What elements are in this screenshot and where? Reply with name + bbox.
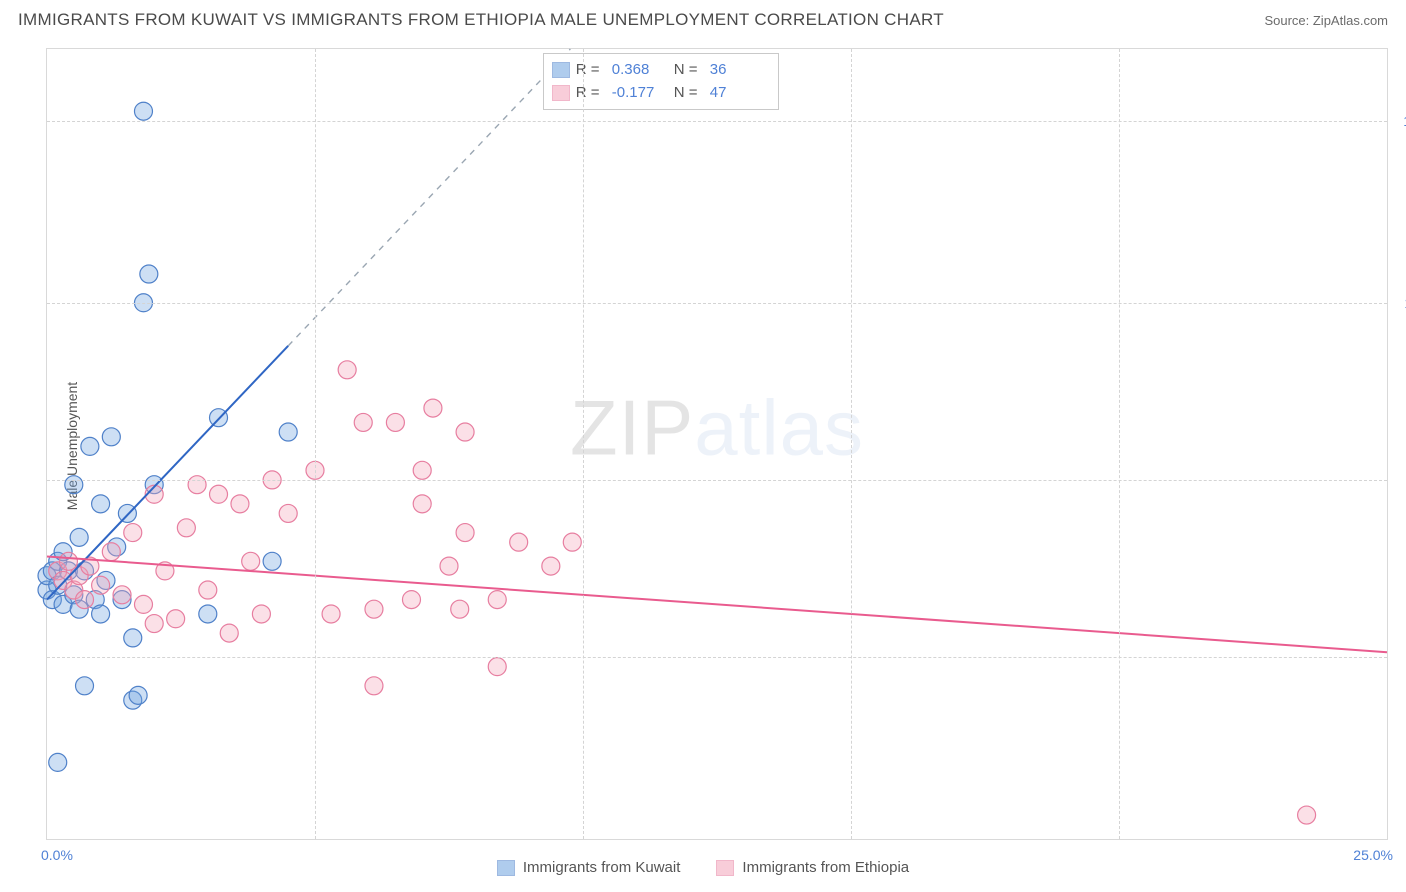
legend-item: Immigrants from Kuwait (497, 859, 681, 876)
chart-title: IMMIGRANTS FROM KUWAIT VS IMMIGRANTS FRO… (18, 10, 944, 30)
source-label: Source: ZipAtlas.com (1264, 13, 1388, 28)
legend-stats: R =0.368N =36R =-0.177N =47 (543, 53, 779, 110)
legend-item: Immigrants from Ethiopia (716, 859, 909, 876)
legend-series: Immigrants from Kuwait Immigrants from Et… (0, 859, 1406, 876)
y-tick: 7.5% (1393, 472, 1406, 488)
y-tick: 11.2% (1393, 295, 1406, 311)
plot-area: ZIPatlas R =0.368N =36R =-0.177N =47 0.0… (46, 48, 1388, 840)
y-tick: 15.0% (1393, 113, 1406, 129)
scatter-svg (47, 49, 1387, 839)
y-tick: 3.8% (1393, 649, 1406, 665)
